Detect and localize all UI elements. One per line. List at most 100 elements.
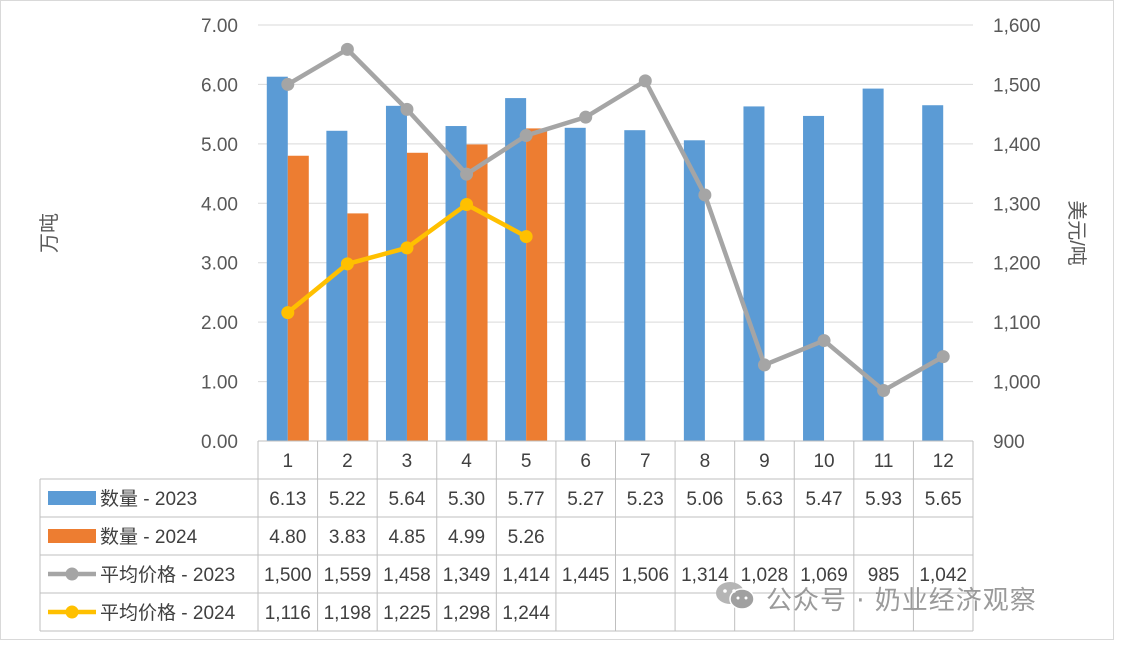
data-label: 5.23	[627, 489, 664, 510]
x-tick-label: 10	[813, 451, 834, 472]
line-point	[400, 241, 414, 255]
y-tick-right: 900	[993, 432, 1025, 453]
data-label: 1,069	[800, 565, 848, 586]
y-tick-right: 1,100	[993, 313, 1041, 334]
data-label: 1,198	[324, 603, 372, 624]
line-point	[579, 110, 593, 124]
legend-key-bar	[48, 529, 96, 543]
legend-label: 平均价格 - 2024	[100, 602, 236, 624]
y-axis-label-left: 万吨	[38, 213, 61, 253]
data-label: 1,028	[741, 565, 789, 586]
y-tick-left: 1.00	[201, 373, 238, 394]
data-label: 5.63	[746, 489, 783, 510]
line-point	[281, 306, 295, 320]
bar	[526, 128, 548, 442]
legend-label: 平均价格 - 2023	[100, 564, 235, 586]
bar	[624, 130, 646, 441]
y-tick-left: 6.00	[201, 75, 238, 96]
bar	[862, 88, 884, 442]
x-tick-label: 11	[874, 451, 894, 472]
axes: 0.00 1.00 2.00 3.00 4.00 5.00 6.00 7.00 900 1,000…	[201, 16, 1041, 453]
x-tick-label: 3	[402, 451, 413, 472]
y-tick-left: 4.00	[201, 194, 238, 215]
data-label: 3.83	[329, 527, 366, 548]
bar	[347, 213, 369, 441]
bar	[466, 144, 488, 442]
data-label: 5.65	[925, 489, 962, 510]
line-point	[877, 383, 891, 397]
data-label: 1,458	[383, 565, 431, 586]
data-label: 1,445	[562, 565, 610, 586]
watermark: 公众号 · 奶业经济观察	[714, 578, 1037, 618]
line-point	[519, 129, 533, 143]
y-tick-left: 5.00	[201, 135, 238, 156]
line-point	[698, 188, 712, 202]
x-tick-label: 5	[521, 451, 532, 472]
bar	[505, 98, 527, 442]
bar	[266, 76, 288, 442]
x-tick-label: 4	[461, 451, 472, 472]
data-label: 1,559	[324, 565, 372, 586]
data-label: 1,225	[383, 603, 431, 624]
bar	[406, 152, 428, 441]
y-tick-right: 1,200	[993, 254, 1041, 275]
y-tick-right: 1,300	[993, 194, 1041, 215]
data-label: 1,349	[443, 565, 491, 586]
data-label: 5.77	[508, 489, 545, 510]
line-point	[757, 358, 771, 372]
data-label: 4.80	[269, 527, 306, 548]
data-label: 5.93	[865, 489, 902, 510]
line-point	[936, 350, 950, 364]
data-label: 4.85	[388, 527, 425, 548]
data-label: 1,414	[502, 565, 550, 586]
y-tick-left: 2.00	[201, 313, 238, 334]
bar	[743, 106, 765, 441]
line-point	[281, 77, 295, 91]
x-tick-label: 1	[283, 451, 294, 472]
data-label: 985	[868, 565, 900, 586]
line-point	[519, 230, 533, 244]
data-label: 5.26	[508, 527, 545, 548]
y-axis-label-right: 美元/吨	[1065, 200, 1088, 266]
data-label: 1,506	[622, 565, 670, 586]
data-label: 5.47	[806, 489, 843, 510]
data-label: 1,116	[265, 603, 311, 624]
data-label: 1,298	[443, 603, 491, 624]
bars	[266, 76, 944, 442]
gridlines	[258, 24, 973, 383]
bar	[564, 127, 586, 441]
x-tick-label: 6	[580, 451, 591, 472]
data-label: 5.64	[388, 489, 425, 510]
y-tick-right: 1,400	[993, 135, 1041, 156]
legend-key-bar	[48, 491, 96, 505]
data-label: 1,042	[919, 565, 967, 586]
line-point	[400, 102, 414, 116]
line-point	[638, 74, 652, 88]
bar	[683, 140, 705, 441]
lines	[281, 42, 950, 397]
bar	[922, 105, 944, 441]
line-point	[460, 167, 474, 181]
y-tick-right: 1,500	[993, 75, 1041, 96]
x-tick-label: 2	[342, 451, 353, 472]
line-point	[817, 334, 831, 348]
x-tick-label: 12	[933, 451, 954, 472]
y-tick-right: 1,600	[993, 16, 1041, 37]
data-label: 1,314	[681, 565, 729, 586]
legend-label: 数量 - 2023	[100, 488, 197, 510]
line-point	[460, 197, 474, 211]
bar	[385, 105, 407, 441]
data-label: 5.27	[567, 489, 604, 510]
data-label: 5.30	[448, 489, 485, 510]
watermark-text: 公众号 · 奶业经济观察	[766, 585, 1037, 616]
data-label: 1,500	[264, 565, 312, 586]
bar	[287, 155, 309, 441]
line-point	[340, 42, 354, 56]
y-tick-left: 7.00	[201, 16, 238, 37]
data-label: 5.06	[686, 489, 723, 510]
series-line	[285, 47, 946, 393]
y-tick-right: 1,000	[993, 373, 1041, 394]
legend-key-marker	[65, 605, 79, 619]
